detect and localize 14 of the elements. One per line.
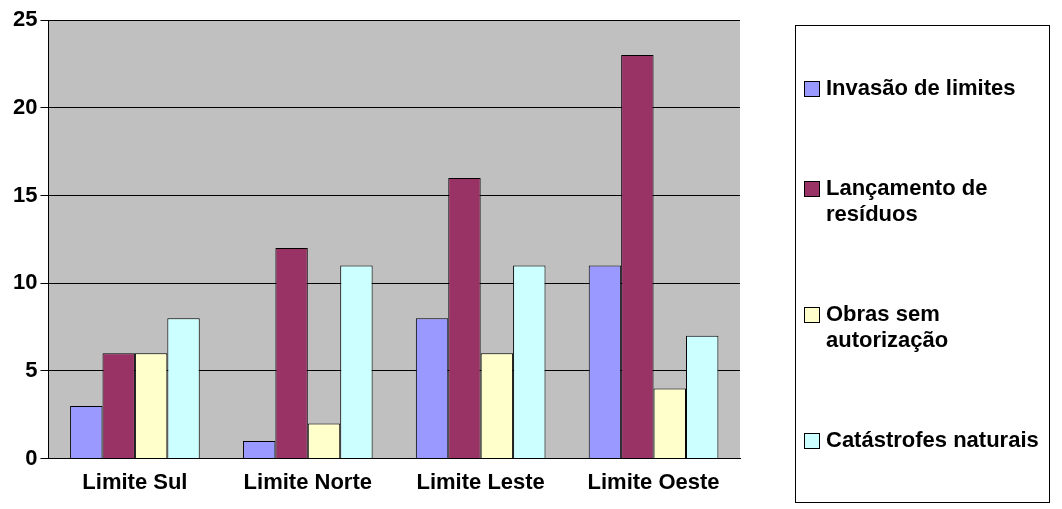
x-tick-label: Limite Sul <box>82 468 188 494</box>
x-tick-label: Limite Oeste <box>587 468 720 494</box>
x-tick-label: Limite Norte <box>243 468 372 494</box>
x-tick-label: Limite Leste <box>416 468 545 494</box>
legend-label: Invasão de limites <box>826 75 1016 101</box>
y-tick-label: 25 <box>12 6 38 32</box>
legend-label: Lançamento de resíduos <box>826 175 989 227</box>
legend-label: Obras sem autorização <box>826 301 950 353</box>
legend-label: Catástrofes naturais <box>826 427 1039 453</box>
y-tick-label: 20 <box>12 93 38 119</box>
y-tick-label: 0 <box>25 444 38 470</box>
y-tick-label: 10 <box>12 269 38 295</box>
y-tick-label: 5 <box>25 356 38 382</box>
y-tick-label: 15 <box>12 181 38 207</box>
